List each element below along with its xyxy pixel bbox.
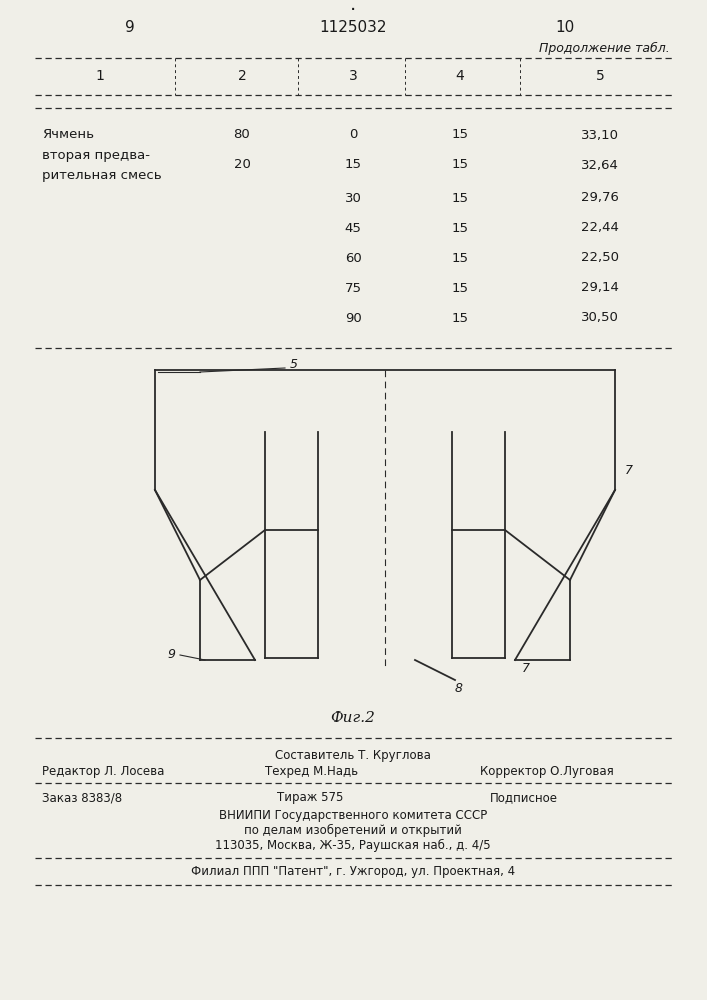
Text: Продолжение табл.: Продолжение табл. <box>539 41 670 55</box>
Text: ·: · <box>350 0 356 19</box>
Text: 15: 15 <box>344 158 361 172</box>
Text: 8: 8 <box>455 682 463 694</box>
Text: 5: 5 <box>595 69 604 83</box>
Text: 113035, Москва, Ж-35, Раушская наб., д. 4/5: 113035, Москва, Ж-35, Раушская наб., д. … <box>215 838 491 852</box>
Text: 22,44: 22,44 <box>581 222 619 234</box>
Text: Составитель Т. Круглова: Составитель Т. Круглова <box>275 748 431 762</box>
Text: 15: 15 <box>452 282 469 294</box>
Text: 3: 3 <box>349 69 357 83</box>
Text: 60: 60 <box>344 251 361 264</box>
Text: 33,10: 33,10 <box>581 128 619 141</box>
Text: 4: 4 <box>455 69 464 83</box>
Text: рительная смесь: рительная смесь <box>42 168 162 182</box>
Text: 7: 7 <box>522 662 530 674</box>
Text: ВНИИПИ Государственного комитета СССР: ВНИИПИ Государственного комитета СССР <box>219 808 487 822</box>
Text: Редактор Л. Лосева: Редактор Л. Лосева <box>42 766 164 778</box>
Text: 15: 15 <box>452 312 469 324</box>
Text: Корректор О.Луговая: Корректор О.Луговая <box>480 766 614 778</box>
Text: Фиг.2: Фиг.2 <box>331 711 375 725</box>
Text: 30: 30 <box>344 192 361 205</box>
Text: 80: 80 <box>233 128 250 141</box>
Text: Подписное: Подписное <box>490 792 558 804</box>
Text: 9: 9 <box>167 648 175 662</box>
Text: 29,14: 29,14 <box>581 282 619 294</box>
Text: 90: 90 <box>344 312 361 324</box>
Text: вторая предва-: вторая предва- <box>42 148 150 161</box>
Text: 32,64: 32,64 <box>581 158 619 172</box>
Text: 5: 5 <box>290 359 298 371</box>
Text: Заказ 8383/8: Заказ 8383/8 <box>42 792 122 804</box>
Text: 75: 75 <box>344 282 361 294</box>
Text: 29,76: 29,76 <box>581 192 619 205</box>
Text: Ячмень: Ячмень <box>42 128 94 141</box>
Text: 15: 15 <box>452 222 469 234</box>
Text: 1125032: 1125032 <box>320 20 387 35</box>
Text: 1: 1 <box>95 69 105 83</box>
Text: 20: 20 <box>233 158 250 172</box>
Text: 7: 7 <box>625 464 633 477</box>
Text: по делам изобретений и открытий: по делам изобретений и открытий <box>244 823 462 837</box>
Text: 22,50: 22,50 <box>581 251 619 264</box>
Text: 9: 9 <box>125 20 135 35</box>
Text: 15: 15 <box>452 128 469 141</box>
Text: 15: 15 <box>452 158 469 172</box>
Text: 10: 10 <box>556 20 575 35</box>
Text: 2: 2 <box>238 69 246 83</box>
Text: Тираж 575: Тираж 575 <box>277 792 343 804</box>
Text: 45: 45 <box>344 222 361 234</box>
Text: 0: 0 <box>349 128 357 141</box>
Text: 15: 15 <box>452 192 469 205</box>
Text: Филиал ППП "Патент", г. Ужгород, ул. Проектная, 4: Филиал ППП "Патент", г. Ужгород, ул. Про… <box>191 865 515 879</box>
Text: Техред М.Надь: Техред М.Надь <box>265 766 358 778</box>
Text: 15: 15 <box>452 251 469 264</box>
Text: 30,50: 30,50 <box>581 312 619 324</box>
